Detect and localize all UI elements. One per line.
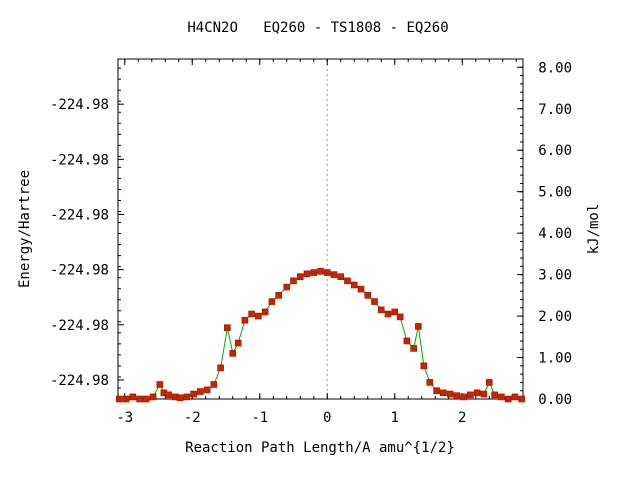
data-point-marker [384, 310, 392, 318]
data-point-marker [420, 362, 428, 370]
data-point-marker [248, 310, 255, 318]
data-point-marker [453, 392, 461, 399]
data-point-marker [210, 381, 218, 388]
x-tick-label: -1 [251, 410, 268, 426]
right-tick-label: 2.00 [538, 309, 572, 325]
data-point-marker [415, 323, 422, 330]
data-point-marker [303, 270, 311, 278]
y-axis-label-left: Energy/Hartree [17, 170, 33, 288]
data-points [116, 267, 525, 403]
data-point-marker [129, 393, 137, 401]
data-point-marker [283, 283, 291, 291]
x-tick-label: -2 [184, 410, 201, 426]
data-point-marker [511, 393, 519, 401]
data-point-marker [190, 390, 197, 398]
data-point-marker [156, 381, 164, 388]
data-point-marker [433, 387, 440, 395]
data-point-marker [255, 312, 262, 320]
right-tick-label: 3.00 [538, 268, 572, 284]
data-point-marker [473, 389, 481, 397]
data-point-marker [403, 337, 411, 345]
data-point-marker [310, 269, 318, 276]
data-point-marker [229, 350, 237, 357]
data-point-marker [391, 308, 399, 316]
data-point-marker [217, 364, 224, 372]
data-point-marker [203, 386, 211, 394]
right-tick-label: 0.00 [538, 392, 572, 408]
right-tick-label: 4.00 [538, 226, 572, 242]
right-tick-label: 1.00 [538, 351, 572, 367]
data-point-marker [122, 395, 130, 403]
data-point-marker [364, 292, 372, 299]
left-tick-label: -224.98 [50, 318, 109, 334]
right-axis: 0.00 1.00 2.00 3.00 4.00 5.00 6.00 7.00 8.00 [517, 60, 572, 408]
data-point-marker [410, 345, 417, 352]
data-point-marker [149, 393, 157, 401]
data-point-marker [241, 316, 249, 324]
data-point-marker [290, 277, 297, 285]
data-point-marker [116, 395, 123, 403]
right-tick-label: 6.00 [538, 143, 572, 159]
data-point-marker [344, 277, 351, 285]
data-point-marker [350, 281, 358, 289]
left-tick-label: -224.98 [50, 373, 109, 389]
data-point-marker [467, 391, 474, 399]
data-point-marker [371, 298, 378, 305]
data-point-marker [323, 269, 331, 276]
data-point-marker [296, 273, 304, 280]
data-point-marker [440, 389, 447, 397]
data-point-marker [317, 267, 324, 275]
y-axis-label-right: kJ/mol [586, 204, 602, 255]
x-tick-label: 1 [391, 410, 399, 426]
data-point-marker [377, 306, 385, 314]
data-point-marker [268, 298, 276, 305]
data-point-marker [261, 308, 269, 316]
x-tick-label: -3 [116, 410, 133, 426]
left-tick-label: -224.98 [50, 97, 109, 113]
data-point-marker [165, 391, 172, 399]
x-tick-label: 0 [323, 410, 331, 426]
data-point-marker [183, 393, 191, 401]
data-point-marker [330, 271, 338, 278]
data-point-marker [275, 292, 282, 299]
data-point-marker [197, 388, 204, 395]
data-point-marker [480, 390, 488, 398]
plot-frame [117, 58, 524, 400]
right-tick-label: 8.00 [538, 60, 572, 76]
x-tick-label: 2 [458, 410, 466, 426]
x-axis: -3 -2 -1 0 1 2 [116, 59, 517, 426]
right-tick-label: 7.00 [538, 102, 572, 118]
data-point-marker [337, 273, 345, 280]
left-tick-label: -224.98 [50, 207, 109, 223]
chart-title: H4CN2O EQ260 - TS1808 - EQ260 [187, 20, 448, 36]
data-point-marker [485, 379, 493, 386]
data-point-marker [498, 393, 505, 401]
data-point-marker [460, 393, 467, 401]
data-point-marker [234, 339, 242, 347]
data-point-marker [136, 395, 143, 403]
energy-curve [119, 270, 522, 400]
data-point-marker [491, 391, 498, 399]
data-point-marker [176, 394, 184, 402]
data-point-marker [143, 395, 150, 403]
data-point-marker [518, 395, 525, 403]
right-tick-label: 5.00 [538, 185, 572, 201]
x-axis-label: Reaction Path Length/A amu^{1/2} [185, 440, 455, 456]
data-point-marker [224, 324, 231, 331]
left-tick-label: -224.98 [50, 152, 109, 168]
data-point-marker [446, 390, 454, 398]
left-tick-label: -224.98 [50, 263, 109, 279]
data-point-marker [396, 313, 404, 321]
data-point-marker [357, 285, 365, 293]
data-point-marker [504, 395, 512, 403]
data-point-marker [426, 379, 434, 386]
left-axis: -224.98 -224.98 -224.98 -224.98 -224.98 -224.… [50, 67, 124, 400]
